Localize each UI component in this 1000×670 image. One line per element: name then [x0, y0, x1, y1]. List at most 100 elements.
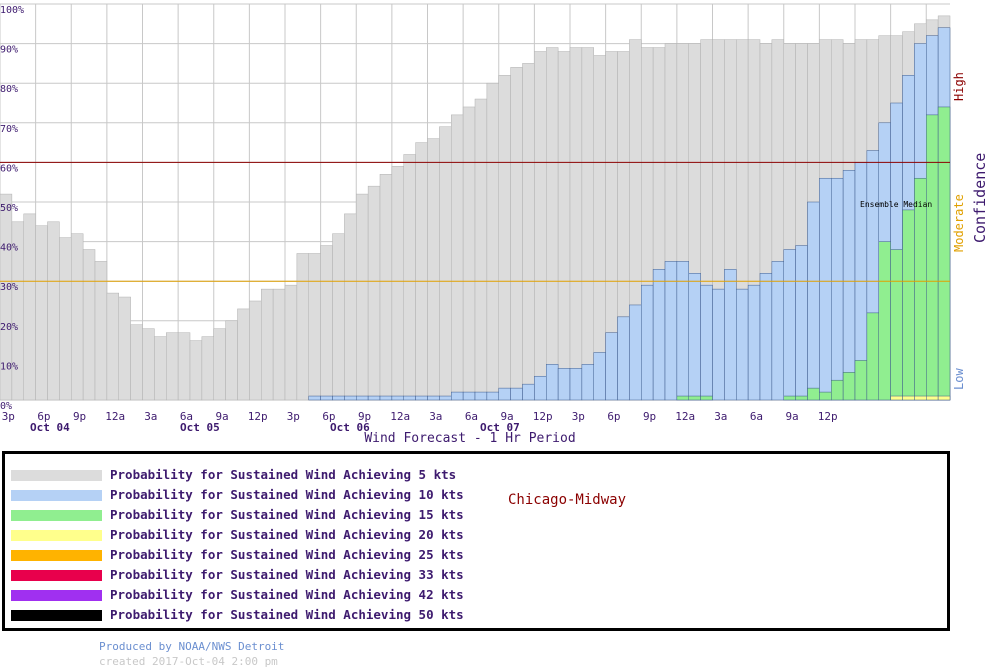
- bar-series1-39: [462, 391, 476, 401]
- y-tick-label: 30%: [0, 282, 18, 293]
- bar-series2-58: [688, 395, 701, 401]
- bar-series2-70: [831, 379, 844, 401]
- legend-label: Probability for Sustained Wind Achieving…: [110, 547, 464, 562]
- x-tick-label: 9a: [500, 410, 513, 423]
- bar-series1-61: [724, 269, 737, 401]
- bar-series0-48: [569, 47, 583, 401]
- bar-series0-9: [106, 292, 119, 401]
- bar-series0-17: [201, 336, 214, 401]
- bar-series0-43: [510, 67, 523, 401]
- footer-produced-by: Produced by NOAA/NWS Detroit: [99, 640, 285, 653]
- bar-series0-44: [522, 63, 535, 401]
- x-tick-label: 12a: [105, 410, 125, 423]
- bar-series1-52: [617, 316, 630, 401]
- bar-series0-29: [344, 213, 357, 401]
- y-tick-labels: 0% 10% 20% 30% 40% 50% 60% 70% 80% 90% 100%: [0, 5, 24, 412]
- bar-series2-78: [926, 114, 939, 401]
- bar-series1-37: [439, 395, 452, 401]
- bar-series0-16: [189, 340, 203, 401]
- date-labels: Oct 04 Oct 05 Oct 06 Oct 07: [30, 421, 520, 434]
- legend-label: Probability for Sustained Wind Achieving…: [110, 527, 464, 542]
- date-label: Oct 04: [30, 421, 70, 434]
- bar-series3-76: [902, 395, 915, 401]
- bar-series0-10: [118, 296, 131, 401]
- bar-series2-67: [795, 395, 808, 401]
- legend-label: Probability for Sustained Wind Achieving…: [110, 467, 457, 482]
- bar-series2-73: [866, 312, 879, 401]
- x-tick-label: 3a: [429, 410, 442, 423]
- bar-series1-69: [819, 177, 832, 401]
- confidence-high-label: High: [952, 72, 966, 101]
- bar-series1-48: [569, 368, 583, 401]
- x-tick-label: 6a: [750, 410, 763, 423]
- legend-label: Probability for Sustained Wind Achieving…: [110, 487, 464, 502]
- bar-series0-19: [225, 320, 238, 401]
- bar-series0-41: [486, 82, 499, 401]
- bar-series0-38: [451, 114, 464, 401]
- bar-series2-72: [854, 360, 868, 401]
- station-name: Chicago-Midway: [508, 492, 627, 508]
- bar-series2-74: [878, 241, 891, 401]
- bar-series0-22: [261, 288, 274, 401]
- x-tick-label: 3a: [714, 410, 727, 423]
- bar-series2-66: [783, 395, 796, 401]
- bar-series0-47: [557, 51, 571, 401]
- threshold-lines: [0, 161, 950, 282]
- y-tick-label: 10%: [0, 361, 18, 372]
- legend-swatch: [11, 590, 102, 601]
- bar-series2-75: [890, 249, 903, 401]
- bar-series0-7: [82, 249, 96, 401]
- y-tick-label: 90%: [0, 45, 18, 56]
- bar-series1-49: [581, 364, 594, 401]
- bar-series0-8: [94, 261, 108, 401]
- bar-series1-71: [842, 170, 856, 401]
- bar-series0-49: [581, 47, 594, 401]
- bar-series1-44: [522, 383, 535, 401]
- footer-created: created 2017-Oct-04 2:00 pm: [99, 655, 278, 668]
- bar-series1-50: [593, 352, 606, 401]
- y-tick-label: 100%: [0, 5, 24, 16]
- bar-series1-26: [308, 395, 321, 401]
- legend-label: Probability for Sustained Wind Achieving…: [110, 607, 464, 622]
- bar-series0-15: [177, 332, 191, 401]
- bar-series0-36: [427, 138, 440, 401]
- bar-series0-23: [272, 288, 286, 401]
- bar-series1-33: [391, 395, 404, 401]
- bar-series0-18: [213, 328, 226, 401]
- x-tick-label: 9p: [643, 410, 656, 423]
- bar-series1-60: [712, 288, 725, 401]
- x-tick-label: 6p: [322, 410, 335, 423]
- bar-series0-34: [403, 154, 416, 401]
- confidence-moderate-label: Moderate: [952, 194, 966, 252]
- bar-series1-47: [557, 368, 571, 401]
- date-label: Oct 06: [330, 421, 370, 434]
- bar-series0-46: [546, 47, 559, 401]
- bar-series2-57: [676, 395, 689, 401]
- bar-series0-21: [249, 300, 262, 401]
- bar-series1-53: [629, 304, 642, 401]
- bar-series1-66: [783, 249, 796, 401]
- bar-series1-45: [534, 375, 547, 401]
- bar-series0-12: [142, 328, 155, 401]
- x-axis-label: Wind Forecast - 1 Hr Period: [364, 431, 575, 446]
- bar-series0-4: [47, 221, 60, 401]
- bar-series2-71: [842, 372, 856, 401]
- bar-series1-40: [474, 391, 488, 401]
- bar-series1-42: [498, 387, 511, 401]
- confidence-title: Confidence: [971, 153, 989, 243]
- bar-series1-38: [451, 391, 464, 401]
- bar-series1-36: [427, 395, 440, 401]
- bar-series0-14: [166, 332, 179, 401]
- x-tick-label: 3a: [144, 410, 157, 423]
- y-tick-label: 0%: [0, 401, 12, 412]
- bar-series0-40: [474, 98, 488, 401]
- bar-series0-28: [332, 233, 345, 401]
- bar-series2-69: [819, 391, 832, 401]
- bar-series0-42: [498, 75, 511, 401]
- bar-series1-30: [356, 395, 369, 401]
- bar-series0-37: [439, 126, 452, 401]
- bar-series0-45: [534, 51, 547, 401]
- bar-series1-67: [795, 245, 808, 401]
- bar-series0-5: [59, 237, 72, 401]
- legend-swatch: [11, 490, 102, 501]
